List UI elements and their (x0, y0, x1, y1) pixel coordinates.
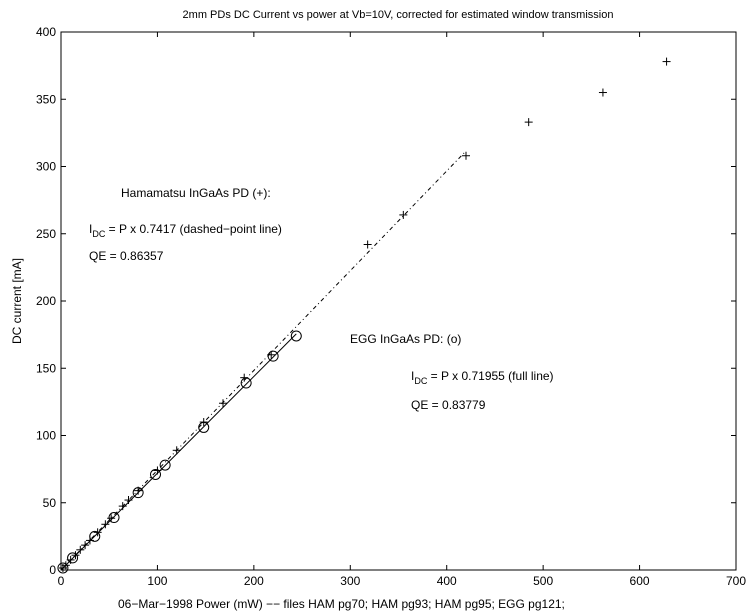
axes: 0 100 200 300 400 500 600 700 0 50 100 150 200 250 300… (36, 25, 746, 588)
x-tick-label: 0 (58, 574, 65, 588)
hamamatsu-qe: QE = 0.86357 (89, 249, 164, 263)
y-tick-label: 350 (36, 92, 56, 106)
x-tick-label: 400 (437, 574, 457, 588)
egg-eq-base: I (411, 369, 414, 383)
y-axis-label: DC current [mA] (10, 258, 24, 344)
plus-marker (71, 551, 80, 560)
egg-title: EGG InGaAs PD: (o) (350, 332, 461, 346)
plus-marker (172, 446, 181, 455)
fit-line-dashed-point (60, 150, 467, 571)
circle-marker (150, 469, 161, 481)
circle-marker (198, 421, 210, 433)
plus-marker (462, 151, 470, 160)
circle-marker (290, 330, 302, 342)
plus-marker (61, 561, 70, 570)
x-tick-label: 700 (726, 574, 746, 588)
x-axis-label: 06−Mar−1998 Power (mW) −− files HAM pg70… (118, 597, 565, 611)
y-tick-label: 300 (36, 160, 56, 174)
y-tick-label: 250 (36, 227, 56, 241)
plus-marker (118, 502, 127, 511)
circle-marker (108, 512, 120, 524)
plus-marker (363, 240, 372, 249)
circle-marker (240, 377, 252, 389)
hamamatsu-eq-base: I (89, 222, 92, 236)
plus-marker (76, 545, 85, 554)
hamamatsu-equation: IDC = P x 0.7417 (dashed−point line) (89, 222, 282, 239)
x-tick-label: 500 (533, 574, 553, 588)
plus-marker (399, 210, 408, 219)
plus-marker (81, 541, 90, 550)
y-tick-label: 150 (36, 361, 56, 375)
plus-marker (124, 496, 133, 505)
circle-marker (57, 562, 69, 574)
chart-title: 2mm PDs DC Current vs power at Vb=10V, c… (183, 9, 614, 21)
egg-eq-sub: DC (414, 376, 427, 386)
egg-equation: IDC = P x 0.71955 (full line) (411, 369, 554, 386)
circle-marker (132, 487, 144, 499)
plus-marker (219, 399, 227, 408)
plus-marker (662, 57, 671, 66)
plus-marker (598, 88, 607, 97)
y-tick-label: 200 (36, 294, 56, 308)
y-tick-label: 0 (49, 563, 56, 577)
x-tick-label: 600 (630, 574, 650, 588)
fit-lines (60, 150, 467, 571)
circle-marker (67, 552, 79, 564)
fit-line-full (60, 333, 297, 571)
circle-marker (267, 350, 279, 362)
plus-marker (107, 514, 116, 523)
y-tick-label: 400 (36, 25, 56, 39)
egg-qe: QE = 0.83779 (411, 398, 486, 412)
y-tick-label: 50 (43, 496, 57, 510)
markers (57, 57, 671, 574)
plus-marker (524, 118, 533, 127)
plus-marker (153, 466, 162, 475)
x-tick-label: 300 (340, 574, 360, 588)
x-tick-label: 200 (244, 574, 264, 588)
plus-marker (101, 520, 110, 529)
circle-marker (159, 459, 171, 471)
hamamatsu-eq-rest: = P x 0.7417 (dashed−point line) (105, 222, 282, 236)
circle-marker (89, 530, 101, 542)
hamamatsu-eq-sub: DC (92, 229, 105, 239)
hamamatsu-title: Hamamatsu InGaAs PD (+): (121, 186, 271, 200)
egg-eq-rest: = P x 0.71955 (full line) (427, 369, 553, 383)
plot-area (60, 31, 737, 571)
x-tick-label: 100 (147, 574, 167, 588)
y-tick-label: 100 (36, 429, 56, 443)
